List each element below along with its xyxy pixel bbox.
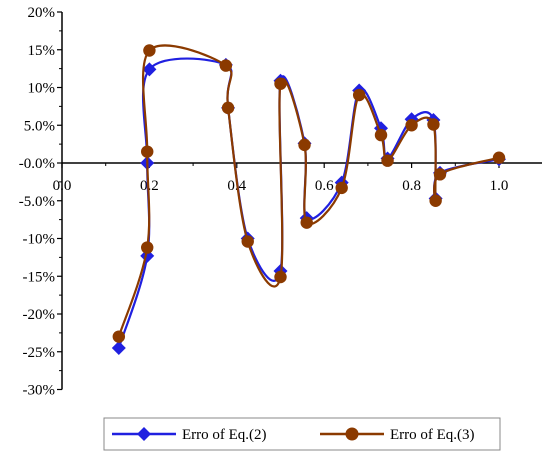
data-point: [241, 235, 254, 248]
x-tick-label: 0.2: [140, 178, 159, 194]
series-2: [112, 44, 506, 343]
data-point: [335, 181, 348, 195]
legend-label-series-2: Erro of Eq.(3): [390, 427, 475, 443]
data-point: [300, 216, 313, 229]
y-tick-label: -30%: [23, 383, 56, 399]
x-tick-label: 1.0: [490, 178, 509, 194]
y-tick-label: -0.0%: [19, 156, 55, 172]
legend-label-series-1: Erro of Eq.(2): [182, 427, 267, 443]
data-point: [429, 194, 442, 207]
x-tick-label: 0.6: [315, 178, 334, 194]
y-tick-label: -15%: [23, 269, 56, 285]
legend-marker-series-1: [137, 427, 151, 441]
x-tick-label: 0.8: [402, 178, 421, 194]
data-point: [141, 241, 154, 254]
data-point: [142, 62, 157, 77]
series-1: [111, 57, 506, 355]
series-line: [117, 57, 500, 349]
y-tick-label: 5.0%: [24, 118, 55, 134]
y-tick-label: 10%: [28, 81, 56, 97]
y-tick-label: 15%: [28, 43, 56, 59]
y-tick-label: -10%: [23, 232, 56, 248]
data-point: [352, 88, 366, 102]
data-point: [405, 119, 418, 132]
data-point: [374, 128, 388, 142]
data-point: [143, 44, 156, 57]
data-point: [433, 168, 447, 181]
data-point: [274, 77, 287, 90]
series-line: [117, 44, 500, 337]
data-point: [111, 340, 126, 355]
data-point: [427, 118, 440, 131]
axes: 20% 15% 10% 5.0% -0.0% -5.0% -10% -15% -20% -25% -…: [19, 5, 542, 399]
series-layer: [111, 44, 506, 355]
data-point: [274, 270, 287, 284]
x-tick-label: 0.0: [53, 178, 72, 194]
data-point: [381, 154, 394, 167]
y-tick-label: -20%: [23, 307, 56, 323]
y-tick-label: 20%: [28, 5, 56, 21]
data-point: [112, 330, 126, 343]
legend: Erro of Eq.(2) Erro of Eq.(3): [103, 417, 501, 451]
y-tick-label: -5.0%: [19, 194, 55, 210]
data-point: [141, 145, 154, 158]
data-point: [219, 59, 233, 72]
data-point: [492, 151, 506, 164]
legend-marker-series-2: [345, 427, 359, 441]
data-point: [298, 138, 311, 152]
data-point: [221, 101, 235, 115]
y-tick-label: -25%: [23, 345, 56, 361]
